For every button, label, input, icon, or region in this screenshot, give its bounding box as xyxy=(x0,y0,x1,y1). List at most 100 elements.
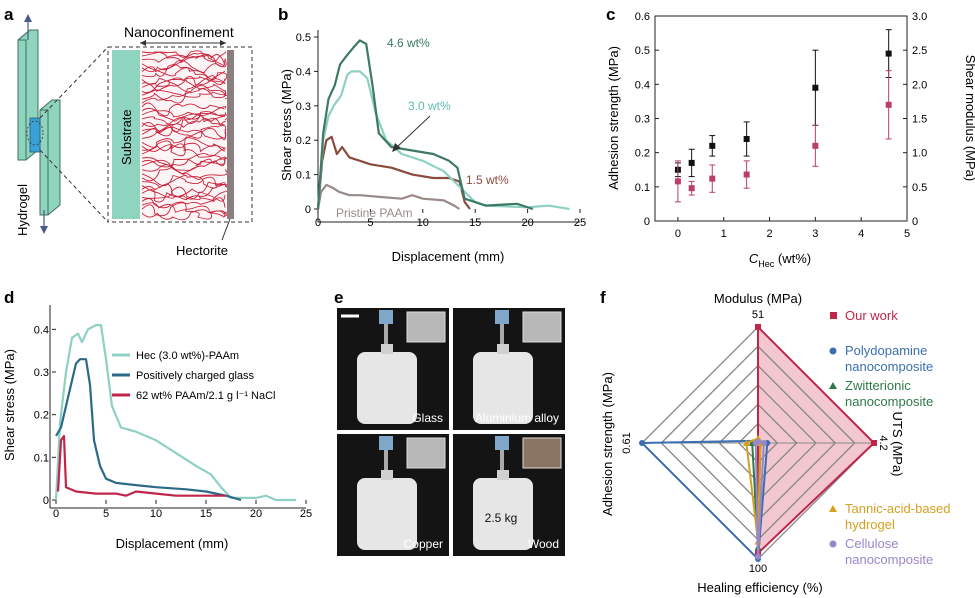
legend-label-4: Cellulose nanocomposite xyxy=(845,536,933,567)
panel-letter-b: b xyxy=(278,5,288,24)
polymer-chain xyxy=(141,58,227,74)
polymer-chain xyxy=(141,175,229,191)
chart-d-xtick-label: 0 xyxy=(53,508,59,520)
legend-label-3: Tannic-acid-based hydrogel xyxy=(845,501,951,532)
photo-label-2: Copper xyxy=(404,537,443,551)
clamp-rod xyxy=(384,450,388,470)
substrate-block xyxy=(112,50,140,219)
chart-c-ytick-right-label: 2.0 xyxy=(912,79,927,91)
polymer-chain xyxy=(141,113,226,134)
substrate-sample-inset xyxy=(522,437,562,469)
panel-letter-c: c xyxy=(606,5,615,24)
polymer-chain xyxy=(141,52,223,73)
chart-d-series-line-1 xyxy=(55,358,242,502)
chart-c-ytick-left-label: 0.3 xyxy=(635,114,650,126)
polymer-chain xyxy=(141,153,231,168)
chart-d-xtick-label: 10 xyxy=(150,508,162,520)
chart-d-ytick-label: 0 xyxy=(43,495,49,507)
chart-c-ytick-right-label: 1.5 xyxy=(912,114,927,126)
polymer-chain xyxy=(141,76,226,92)
jerrycan xyxy=(473,352,533,424)
polymer-chain xyxy=(141,103,225,117)
polymer-chain xyxy=(141,136,226,149)
chart-c-ytick-left-label: 0.2 xyxy=(635,148,650,160)
polymer-chain xyxy=(141,51,227,63)
chart-c-xlabel: CHec (wt%) xyxy=(749,251,811,269)
chart-c-point-1-2 xyxy=(709,175,716,182)
substrate-sample-inset xyxy=(406,311,446,343)
chart-c-point-0-5 xyxy=(885,50,892,57)
chart-b-label-1-5: 1.5 wt% xyxy=(466,173,509,187)
clamp xyxy=(495,436,509,450)
photo-tile-1: Aluminium alloy xyxy=(453,308,565,430)
clamp-rod xyxy=(500,324,504,344)
chart-b-ytick-label: 0.1 xyxy=(296,170,311,182)
chart-c-ytick-left-label: 0.6 xyxy=(635,11,650,23)
polymer-chain xyxy=(141,157,228,180)
photo-tile-3: Wood 2.5 kg xyxy=(453,434,565,556)
chart-b-xtick-label: 5 xyxy=(367,217,373,229)
chart-c-ytick-left-label: 0.1 xyxy=(635,182,650,194)
chart-d-xtick-label: 20 xyxy=(250,508,262,520)
polymer-chain xyxy=(141,181,226,208)
chart-b-ytick-label: 0 xyxy=(305,204,311,216)
chart-b-xtick-label: 0 xyxy=(315,217,321,229)
clamp-rod xyxy=(500,450,504,470)
panel-letter-d: d xyxy=(4,288,14,307)
polymer-chain xyxy=(141,63,228,81)
chart-d-xtick-label: 5 xyxy=(103,508,109,520)
chart-c-xtick-label: 0 xyxy=(675,228,681,240)
panel-letter-f: f xyxy=(600,288,606,307)
chart-c-ytick-right-label: 2.5 xyxy=(912,45,927,57)
chart-b-ytick-label: 0.2 xyxy=(296,135,311,147)
radar-axis-right-name: UTS (MPa) xyxy=(890,412,905,477)
radar-axis-bottom-name: Healing efficiency (%) xyxy=(697,580,822,595)
radar-point xyxy=(755,553,761,560)
polymer-tangle xyxy=(141,50,233,221)
chart-d-legend: Hec (3.0 wt%)-PAAm Positively charged gl… xyxy=(112,350,275,402)
chart-c-point-0-4 xyxy=(812,84,819,91)
radar-axis-top-name: Modulus (MPa) xyxy=(714,291,802,306)
polymer-chain xyxy=(141,182,226,201)
chart-c-point-1-1 xyxy=(688,185,695,192)
chart-b-series-line-3 xyxy=(316,39,534,211)
polymer-chain xyxy=(141,70,226,88)
chart-d: 0 5 10 15 20 25 0 0.1 0.2 0.3 0.4 Displacement (mm… xyxy=(2,305,312,551)
chart-b: 0 5 10 15 20 25 0 0.1 0.2 0.3 0.4 0.5 Displacement … xyxy=(279,30,586,264)
polymer-chain xyxy=(141,191,226,217)
jerrycan xyxy=(357,478,417,550)
chart-b-series-line-2 xyxy=(316,70,570,211)
polymer-chain xyxy=(141,106,227,118)
chart-f: Modulus (MPa) 51 UTS (MPa) 4.2 100 Heali… xyxy=(600,291,951,595)
radar-point xyxy=(871,440,877,446)
chart-c-point-1-3 xyxy=(743,171,750,178)
chart-c-point-0-3 xyxy=(743,136,750,142)
chart-c-ylabel-left: Adhesion strength (MPa) xyxy=(606,46,621,190)
chart-d-ytick-label: 0.3 xyxy=(34,367,49,379)
chart-c-point-0-1 xyxy=(688,159,695,166)
left-arrowhead-icon xyxy=(140,40,146,46)
chart-b-ytick-label: 0.3 xyxy=(296,101,311,113)
polymer-chain xyxy=(141,111,226,127)
nanoconfinement-label: Nanoconfinement xyxy=(124,24,234,40)
chart-c-ytick-left-label: 0 xyxy=(644,216,650,228)
radar-fill-our-work xyxy=(758,327,874,554)
chart-d-ytick-label: 0.1 xyxy=(34,452,49,464)
chart-b-xtick-label: 15 xyxy=(469,217,481,229)
chart-c-ytick-right-label: 0 xyxy=(912,216,918,228)
polymer-chain xyxy=(141,78,226,94)
polymer-chain xyxy=(141,64,226,85)
legend-label-2: Zwitterionic nanocomposite xyxy=(845,378,933,409)
polymer-chain xyxy=(141,156,226,172)
legend-label-0: Our work xyxy=(845,308,898,323)
chart-c-xtick-label: 5 xyxy=(904,228,910,240)
jerrycan-cap xyxy=(497,470,509,480)
radar-point xyxy=(752,440,759,446)
chart-d-series-line-0 xyxy=(54,324,296,502)
legend-hec: Hec (3.0 wt%)-PAAm xyxy=(136,350,239,362)
chart-c-ytick-right-label: 0.5 xyxy=(912,182,927,194)
substrate-sample-inset xyxy=(522,311,562,343)
panel-letter-a: a xyxy=(4,5,14,24)
radar-axis-top-max: 51 xyxy=(752,309,764,321)
chart-b-xtick-label: 25 xyxy=(574,217,586,229)
